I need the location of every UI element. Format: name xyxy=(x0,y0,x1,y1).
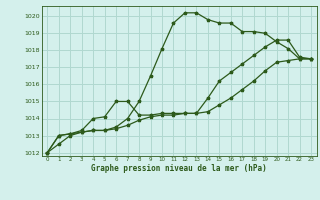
X-axis label: Graphe pression niveau de la mer (hPa): Graphe pression niveau de la mer (hPa) xyxy=(91,164,267,173)
